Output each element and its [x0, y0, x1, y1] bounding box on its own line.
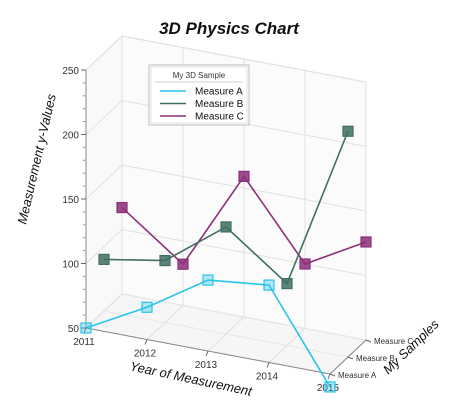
z-tick-mark — [329, 373, 336, 377]
x-tick-mark — [205, 350, 209, 357]
data-point — [202, 274, 214, 286]
data-point — [324, 381, 336, 393]
legend-entry-label: Measure B — [195, 99, 244, 110]
data-point — [177, 258, 189, 270]
data-point — [299, 258, 311, 270]
x-tick-label: 2014 — [256, 372, 279, 383]
legend-inner-box — [150, 66, 248, 124]
legend-entry-label: Measure A — [195, 87, 243, 98]
data-point — [80, 322, 92, 334]
legend-title: My 3D Sample — [173, 71, 226, 80]
legend-entry-label: Measure C — [195, 112, 244, 123]
series-line — [85, 279, 331, 388]
data-point — [263, 279, 275, 291]
data-point — [281, 277, 293, 290]
legend-box — [148, 64, 250, 126]
data-point — [238, 170, 250, 182]
chart-axes: 50 100 150 200 250 2011 2012 2013 2014 2015 Measur… — [62, 66, 413, 394]
data-point — [98, 253, 110, 265]
x-tick-mark — [327, 373, 331, 380]
data-point — [159, 254, 171, 267]
y-tick-label: 150 — [62, 195, 79, 206]
data-point — [360, 236, 372, 248]
z-tick-mark — [347, 356, 354, 360]
z-tick-label: Measure C — [374, 337, 413, 346]
y-tick-label: 50 — [68, 324, 80, 335]
x-axis-title: Year of Measurement — [129, 358, 255, 399]
y-tick-label: 250 — [62, 66, 79, 77]
y-tick-label: 100 — [62, 260, 79, 271]
series-measure-a — [80, 274, 336, 393]
x-tick-mark — [83, 327, 87, 334]
x-tick-mark — [266, 362, 270, 368]
data-point — [220, 221, 232, 233]
data-point — [141, 301, 153, 313]
series-measure-b — [98, 125, 354, 290]
z-gridline — [121, 293, 367, 341]
data-point — [342, 125, 354, 137]
x-tick-mark — [144, 339, 148, 345]
y-axis-title: Measurement y-Values — [14, 92, 59, 226]
x-tick-label: 2015 — [317, 383, 340, 394]
y-tick-label: 200 — [62, 131, 79, 142]
z-axis-title: My Samples — [380, 316, 442, 377]
x-tick-label: 2012 — [134, 349, 157, 360]
series-measure-c — [116, 170, 372, 270]
chart-series — [80, 125, 372, 393]
x-tick-label: 2013 — [195, 360, 218, 371]
z-tick-label: Measure A — [338, 371, 377, 380]
z-tick-mark — [365, 339, 372, 343]
z-tick-label: Measure B — [356, 354, 395, 363]
x-tick-label: 2011 — [73, 337, 95, 348]
data-point — [116, 201, 128, 214]
chart-title: 3D Physics Chart — [159, 19, 300, 38]
